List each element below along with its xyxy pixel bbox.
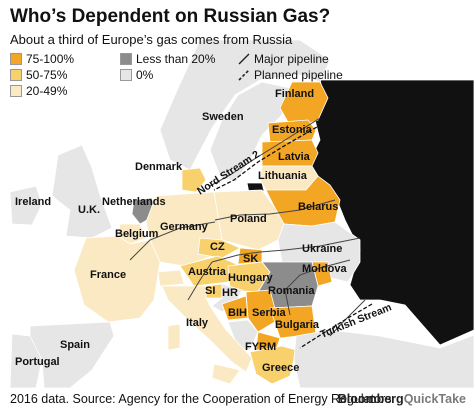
label-si: SI xyxy=(205,285,215,297)
country-turkey xyxy=(293,329,474,389)
label-fyrm: FYRM xyxy=(245,341,276,353)
label-latvia: Latvia xyxy=(278,151,311,163)
legend-label-zero: 0% xyxy=(136,68,154,82)
country-serbia xyxy=(245,289,279,333)
legend-swatch-50-75 xyxy=(10,69,22,81)
pipeline-italy xyxy=(187,261,213,301)
label-greece: Greece xyxy=(262,362,299,374)
country-estonia xyxy=(267,119,317,143)
source-note: 2016 data. Source: Agency for the Cooper… xyxy=(10,392,392,406)
label-uk: U.K. xyxy=(78,204,100,216)
brand-quicktake: QuickTake xyxy=(403,392,466,406)
label-germany: Germany xyxy=(160,221,209,233)
label-lithuania: Lithuania xyxy=(258,170,308,182)
country-uk xyxy=(51,144,113,239)
label-romania: Romania xyxy=(268,285,315,297)
legend-item-20-49: 20-49% xyxy=(10,84,67,98)
label-bih: BIH xyxy=(228,307,247,319)
brand-main: Bloomberg xyxy=(337,392,404,406)
legend-item-75-100: 75-100% xyxy=(10,52,74,66)
label-bulgaria: Bulgaria xyxy=(275,319,320,331)
pipeline-turkish-stream-planned xyxy=(299,303,373,349)
major-pipelines xyxy=(129,117,366,337)
planned-pipelines xyxy=(213,123,373,349)
label-estonia: Estonia xyxy=(272,124,313,136)
pipeline-brotherhood xyxy=(211,237,361,263)
label-poland: Poland xyxy=(230,213,267,225)
label-belarus: Belarus xyxy=(298,201,338,213)
major-pipeline-icon xyxy=(238,53,250,65)
label-spain: Spain xyxy=(60,339,90,351)
label-serbia: Serbia xyxy=(252,307,287,319)
brand-logo: BloombergQuickTake xyxy=(338,392,466,406)
country-latvia xyxy=(261,139,319,167)
legend-label-less-20: Less than 20% xyxy=(136,52,216,66)
legend-item-major-pipeline: Major pipeline xyxy=(238,52,329,66)
label-sk: SK xyxy=(243,253,258,265)
country-portugal xyxy=(9,333,43,389)
label-hr: HR xyxy=(222,287,238,299)
label-cz: CZ xyxy=(210,241,225,253)
country-norway xyxy=(159,39,331,171)
legend-item-less-20: Less than 20% xyxy=(120,52,215,66)
country-switzerland xyxy=(157,269,185,287)
country-france xyxy=(73,235,161,323)
country-croatia xyxy=(211,283,243,313)
label-moldova: Moldova xyxy=(302,263,347,275)
country-denmark xyxy=(181,167,207,193)
legend-label-planned-pipeline: Planned pipeline xyxy=(254,68,343,82)
pipeline-yamal xyxy=(214,199,336,221)
country-italy xyxy=(161,285,253,373)
country-greece xyxy=(249,345,297,385)
legend-label-50-75: 50-75% xyxy=(26,68,68,82)
country-cz xyxy=(197,237,241,259)
legend-label-75-100: 75-100% xyxy=(26,52,75,66)
legend-swatch-less-20 xyxy=(120,53,132,65)
country-italy-sardinia xyxy=(167,323,181,351)
legend-swatch-75-100 xyxy=(10,53,22,65)
label-sweden: Sweden xyxy=(202,111,244,123)
page-subtitle: About a third of Europe’s gas comes from… xyxy=(10,32,293,47)
label-austria: Austria xyxy=(188,266,227,278)
label-finland: Finland xyxy=(275,88,314,100)
label-france: France xyxy=(90,269,126,281)
pipeline-nord-stream xyxy=(209,117,321,187)
pipeline-western xyxy=(129,221,216,261)
country-belgium xyxy=(117,223,147,245)
label-russia: Russia xyxy=(385,151,422,163)
legend-label-major-pipeline: Major pipeline xyxy=(254,52,329,66)
page-title: Who’s Dependent on Russian Gas? xyxy=(10,6,331,27)
country-italy-sicily xyxy=(211,363,241,385)
country-ireland xyxy=(9,185,43,226)
label-netherlands: Netherlands xyxy=(102,196,166,208)
label-ukraine: Ukraine xyxy=(302,243,342,255)
legend-swatch-zero xyxy=(120,69,132,81)
legend-item-50-75: 50-75% xyxy=(10,68,67,82)
label-ireland: Ireland xyxy=(15,196,51,208)
label-portugal: Portugal xyxy=(15,356,60,368)
pipeline-south-ukraine xyxy=(284,259,351,316)
country-spain xyxy=(29,321,115,389)
label-denmark: Denmark xyxy=(135,161,183,173)
label-belgium: Belgium xyxy=(115,228,159,240)
planned-pipeline-icon xyxy=(238,69,250,81)
legend-item-planned-pipeline: Planned pipeline xyxy=(238,68,343,82)
pipeline-nord-stream-2-planned xyxy=(213,123,323,191)
legend-item-zero: 0% xyxy=(120,68,153,82)
legend-swatch-20-49 xyxy=(10,85,22,97)
label-italy: Italy xyxy=(186,317,209,329)
legend-label-20-49: 20-49% xyxy=(26,84,68,98)
label-hungary: Hungary xyxy=(228,272,274,284)
